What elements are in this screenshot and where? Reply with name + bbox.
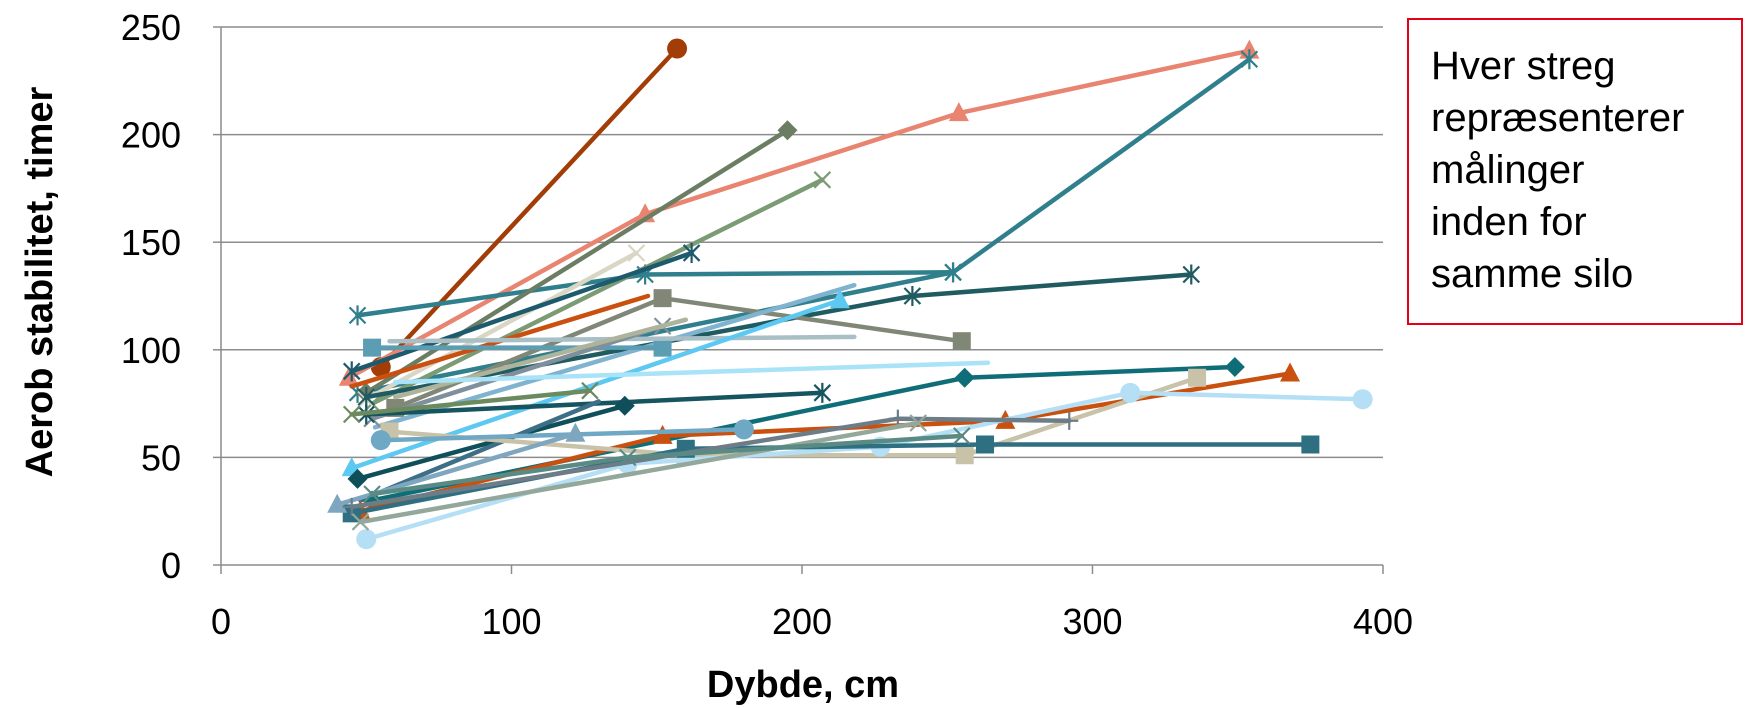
- series-line: [358, 420, 921, 525]
- data-point: [652, 424, 673, 444]
- series-line: [364, 390, 1365, 542]
- x-tick-label: 100: [481, 601, 541, 642]
- data-point: [581, 381, 599, 400]
- data-point: [348, 305, 367, 326]
- series-line: [378, 427, 747, 443]
- data-point: [813, 171, 832, 189]
- tick-labels: 0 50 100 150 200 250 0 100 200 300 400: [121, 7, 1413, 642]
- data-point: [829, 289, 850, 309]
- data-point: [357, 387, 376, 408]
- data-point: [954, 367, 975, 388]
- data-point: [356, 529, 377, 550]
- data-point: [944, 262, 962, 283]
- data-point: [370, 430, 391, 451]
- data-point: [342, 405, 361, 424]
- annotation-line: inden for: [1431, 200, 1587, 244]
- series: [342, 409, 1079, 516]
- data-point: [614, 395, 635, 416]
- series-line: [369, 323, 665, 421]
- series: [342, 242, 701, 382]
- series-line: [364, 250, 639, 402]
- series: [338, 39, 1260, 386]
- x-tick-label: 200: [772, 601, 832, 642]
- data-point: [955, 446, 974, 465]
- data-point: [1240, 49, 1259, 70]
- data-point: [347, 468, 368, 489]
- data-point: [1060, 411, 1079, 430]
- y-tick-label: 200: [121, 115, 181, 156]
- series: [393, 360, 991, 385]
- data-point: [338, 366, 359, 386]
- x-tick-label: 400: [1353, 601, 1413, 642]
- series-line: [393, 295, 965, 411]
- series: [393, 317, 689, 400]
- y-axis-title: Aerob stabilitet, timer: [19, 86, 61, 477]
- series: [363, 338, 672, 357]
- data-point: [667, 38, 688, 59]
- data-point: [342, 497, 361, 516]
- axes: [213, 26, 1384, 574]
- annotation-box: Hver streg repræsenterer målinger inden …: [1407, 18, 1743, 325]
- data-point: [813, 382, 832, 403]
- data-point: [565, 422, 586, 442]
- data-point: [976, 435, 995, 454]
- data-point: [1120, 382, 1141, 403]
- y-tick-label: 0: [161, 545, 181, 586]
- x-tick-label: 300: [1062, 601, 1122, 642]
- data-point: [627, 244, 646, 262]
- series-line: [346, 48, 1252, 381]
- data-point: [653, 338, 672, 357]
- y-tick-label: 250: [121, 7, 181, 48]
- annotation-line: repræsenterer: [1431, 96, 1685, 140]
- series-line: [393, 317, 689, 400]
- data-point: [952, 427, 971, 445]
- series-line: [369, 177, 825, 406]
- y-tick-label: 150: [121, 222, 181, 263]
- series-line: [393, 360, 991, 385]
- series: [348, 262, 962, 326]
- data-point: [777, 120, 798, 141]
- series-line: [378, 46, 680, 370]
- data-point: [342, 361, 361, 382]
- y-tick-label: 50: [141, 437, 181, 478]
- data-point: [1280, 362, 1301, 382]
- data-point: [618, 448, 637, 467]
- data-point: [682, 242, 701, 263]
- data-point: [1352, 389, 1373, 410]
- data-point: [363, 338, 382, 357]
- data-point: [733, 419, 754, 440]
- series: [351, 414, 927, 531]
- series-layer: [327, 38, 1373, 550]
- data-point: [903, 286, 922, 306]
- annotation-line: Hver streg: [1431, 44, 1616, 88]
- data-point: [1182, 264, 1201, 285]
- series: [356, 120, 798, 403]
- data-point: [1188, 368, 1207, 387]
- data-point: [351, 513, 370, 531]
- y-tick-label: 100: [121, 330, 181, 371]
- series-line: [349, 388, 593, 417]
- x-tick-label: 0: [211, 601, 231, 642]
- data-point: [363, 485, 381, 503]
- series-line: [349, 250, 694, 374]
- x-axis-title: Dybde, cm: [707, 664, 899, 706]
- data-point: [653, 289, 672, 308]
- data-point: [952, 332, 971, 351]
- annotation-line: målinger: [1431, 148, 1585, 192]
- series: [347, 395, 635, 489]
- annotation-line: samme silo: [1431, 252, 1634, 296]
- series: [370, 419, 754, 451]
- data-point: [327, 493, 348, 513]
- series: [342, 381, 599, 424]
- data-point: [909, 414, 927, 432]
- data-point: [1301, 435, 1320, 454]
- series: [363, 427, 971, 503]
- series-line: [355, 403, 628, 482]
- data-point: [948, 102, 969, 122]
- data-point: [1224, 357, 1245, 378]
